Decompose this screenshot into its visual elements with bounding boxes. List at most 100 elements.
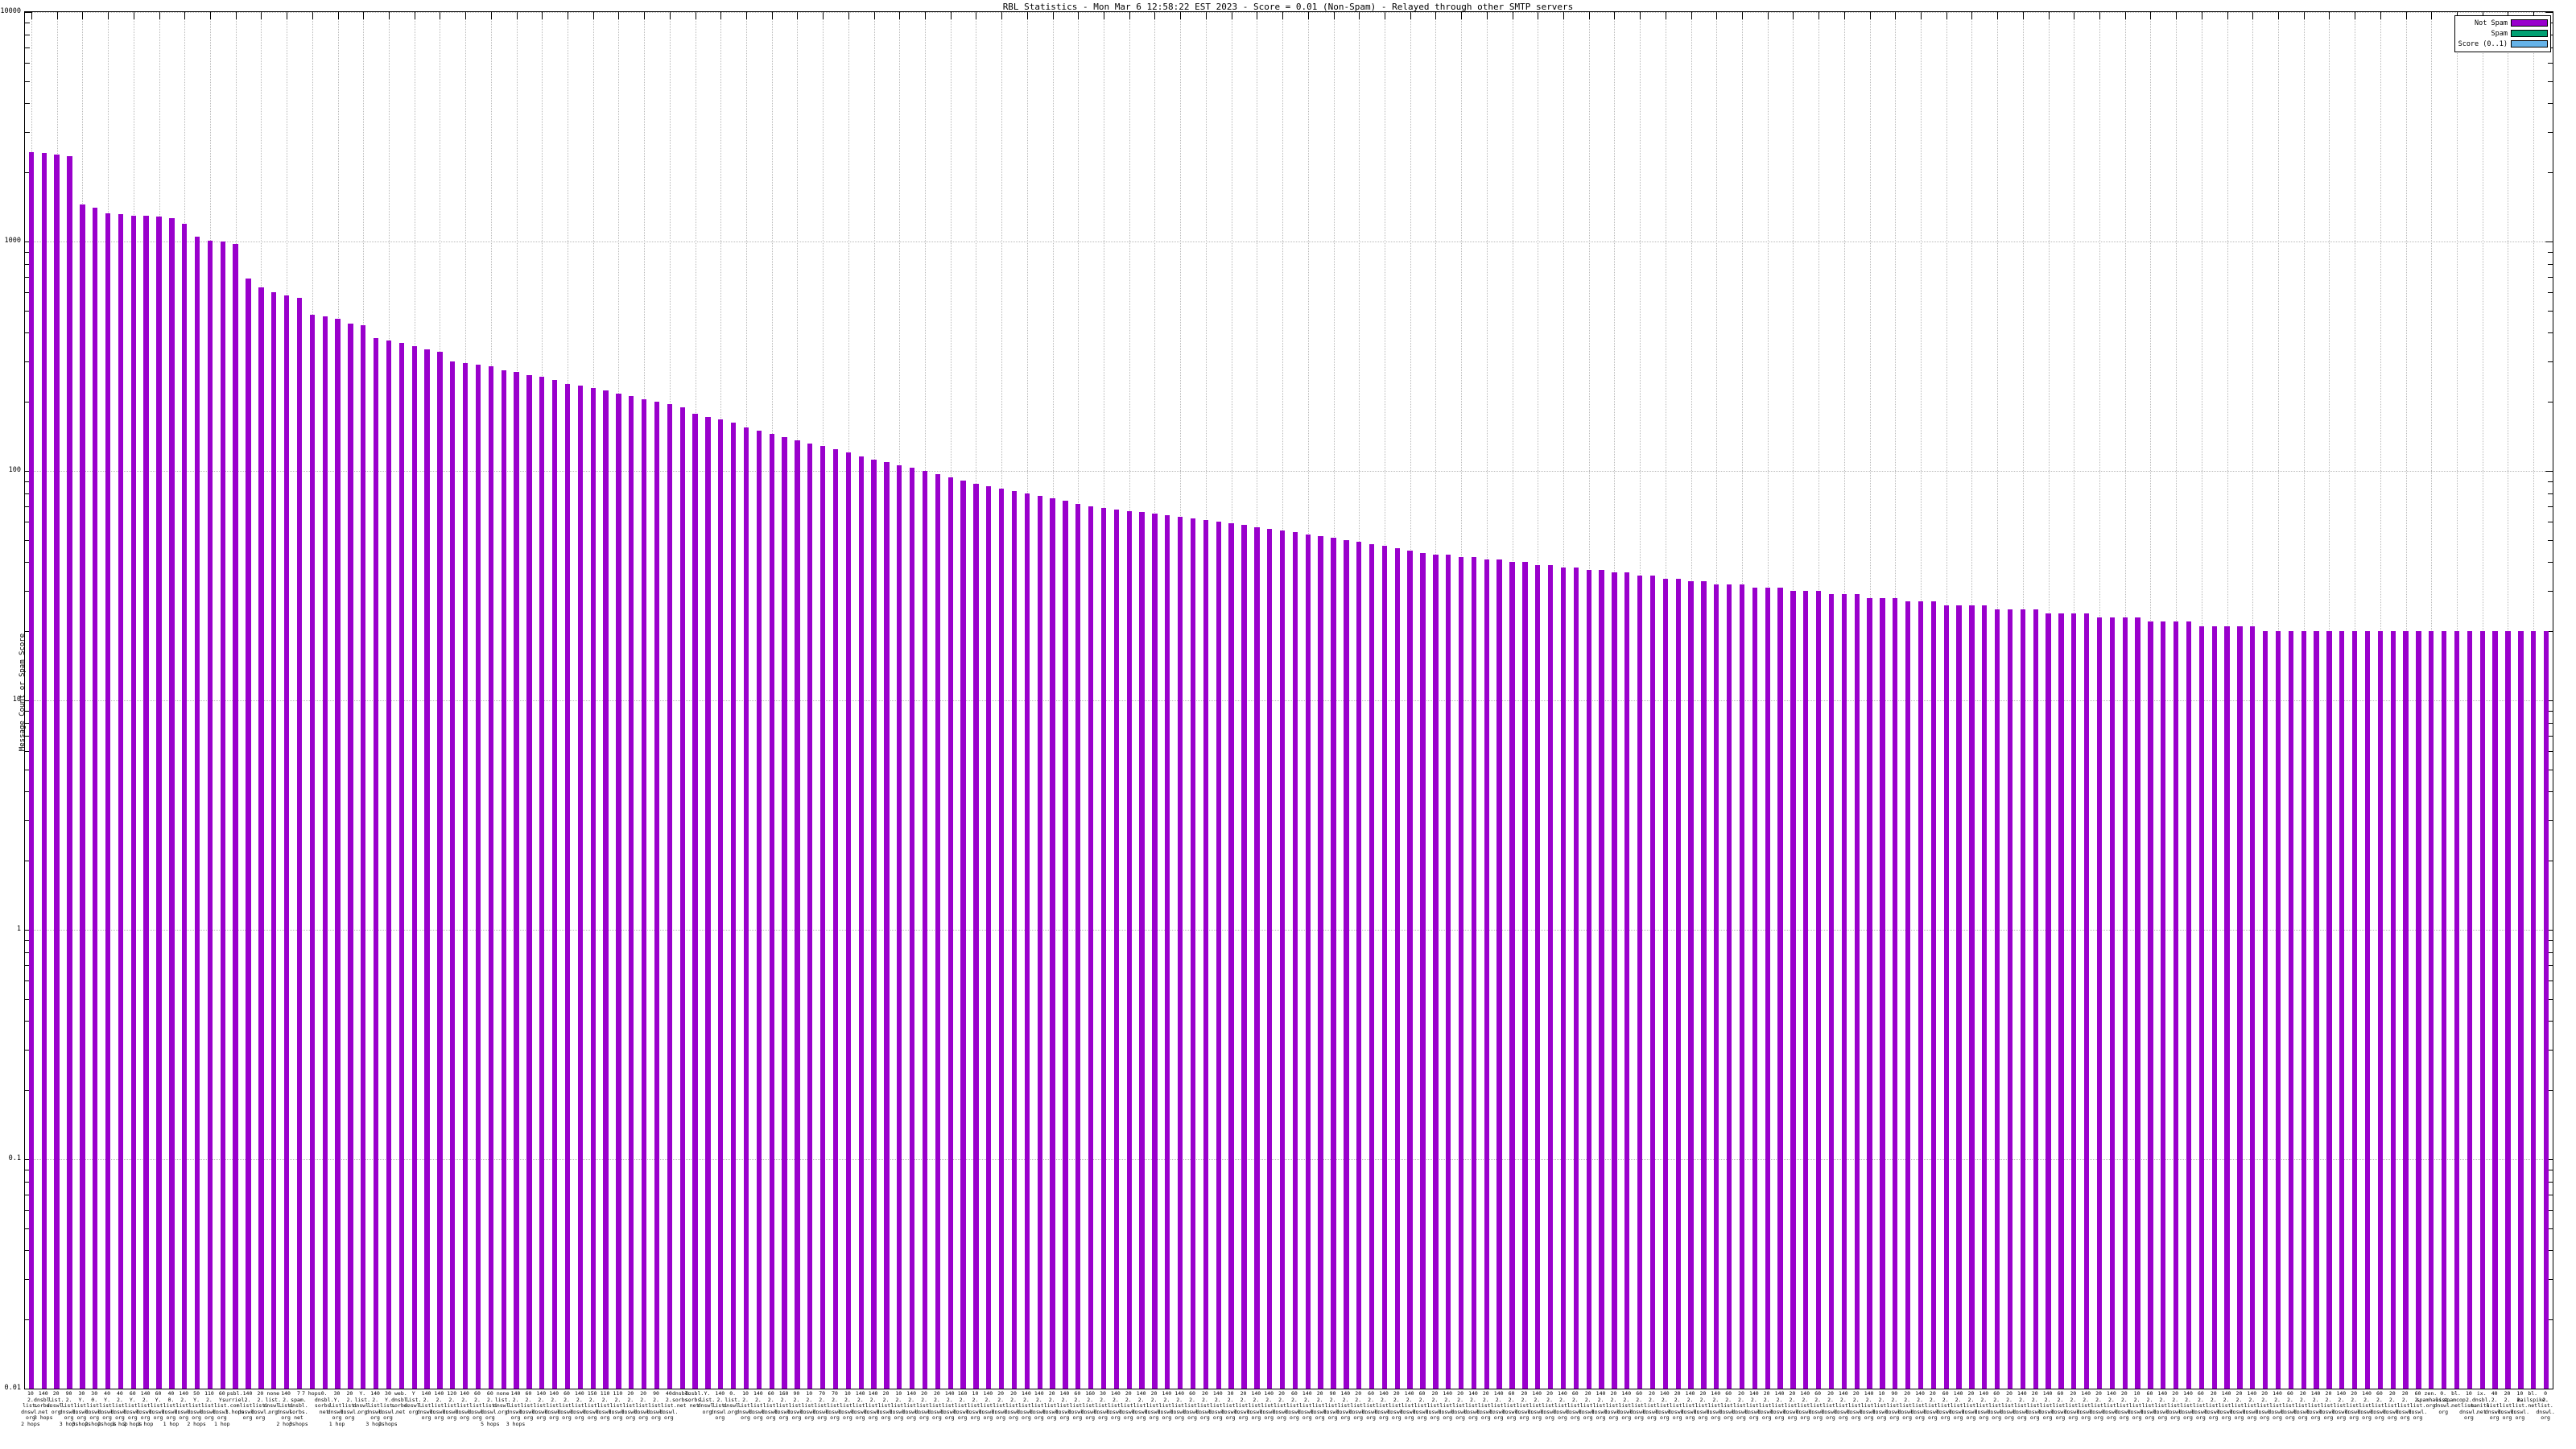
bar <box>986 485 992 1389</box>
bar <box>1535 564 1541 1389</box>
bar <box>1777 587 1783 1389</box>
bar <box>551 379 558 1389</box>
bar <box>2224 626 2230 1389</box>
x-tick-mark <box>925 12 926 19</box>
x-tick-mark <box>1154 12 1155 19</box>
x-tick-label: 20 2. list. dnswl. org <box>2395 1390 2415 1421</box>
x-tick-label: 20 2. list. dnswl. org <box>1604 1390 1624 1421</box>
bar <box>616 393 621 1389</box>
y-minor-tick <box>25 63 30 64</box>
x-tick-mark <box>797 12 798 19</box>
x-tick-label: 140 2. list. dnswl. org <box>1399 1390 1419 1421</box>
x-tick-mark <box>542 12 543 19</box>
x-tick-label: 140 2. list. dnswl. org <box>1655 1390 1674 1421</box>
bar <box>1165 515 1170 1389</box>
x-tick-label: 10 2. list. dnswl. org <box>889 1390 909 1421</box>
bar <box>2020 609 2026 1389</box>
bar <box>1407 550 1413 1389</box>
x-tick-label: 30 Y. list. dnswl. org 3 hops <box>72 1390 92 1427</box>
bar <box>1433 555 1439 1389</box>
x-tick-label: 20 2. list. dnswl. org <box>2165 1390 2185 1421</box>
x-tick-mark <box>1435 12 1436 19</box>
x-tick-mark <box>848 12 849 19</box>
y-minor-tick <box>2548 277 2553 279</box>
x-tick-label: 20 2. list. dnswl. org <box>2000 1390 2019 1421</box>
x-tick-mark <box>2252 12 2253 19</box>
x-tick-label: 90 2. list. dnswl. org <box>786 1390 807 1421</box>
x-tick-label: 140 2. list. dnswl. org <box>863 1390 883 1421</box>
y-minor-tick <box>25 751 30 753</box>
y-tick-label: 1 <box>16 925 21 933</box>
bar <box>1509 562 1515 1389</box>
x-tick-mark <box>2406 12 2407 19</box>
bar <box>947 477 953 1389</box>
x-tick-label: 7 hops <box>302 1390 321 1397</box>
x-tick-label: 10 2. list. dnswl. org <box>2459 1390 2479 1421</box>
y-minor-tick <box>2548 310 2553 312</box>
x-tick-label: 0. dnsbl. sorbs. net <box>314 1390 334 1415</box>
y-tick-mark <box>25 12 32 13</box>
bar <box>590 387 596 1389</box>
x-tick-mark <box>338 12 339 19</box>
x-tick-label: 20 2. list. dnswl. org <box>2063 1390 2083 1421</box>
bar <box>1100 507 1107 1389</box>
bar <box>1612 572 1617 1389</box>
bar <box>1599 570 1604 1389</box>
x-tick-label: 60 2. list. dnswl. org <box>2140 1390 2160 1421</box>
x-tick-label: 60 2. list. dnswl. org <box>2408 1390 2428 1421</box>
bar <box>1394 548 1400 1389</box>
bar <box>2046 613 2051 1389</box>
x-tick-mark <box>874 12 875 19</box>
x-tick-label: 140 2. list. dnswl. org <box>1795 1390 1814 1421</box>
bar <box>2390 631 2396 1389</box>
y-tick-mark <box>2545 700 2553 701</box>
bar <box>1560 567 1567 1389</box>
y-minor-tick <box>2548 980 2553 982</box>
y-minor-tick <box>2548 80 2553 82</box>
x-tick-label: 40 2. list. dnswl. org 1 hop <box>110 1390 130 1427</box>
x-tick-mark <box>2049 12 2050 19</box>
x-tick-label: 90 2. list. dnswl. org <box>646 1390 666 1421</box>
bar <box>1790 591 1796 1389</box>
bar <box>897 464 902 1389</box>
x-tick-label: web. dnsbl. sorbs. net <box>391 1390 411 1415</box>
bar <box>2007 609 2013 1389</box>
x-tick-label: 60 2. list. dnswl. org <box>1566 1390 1585 1421</box>
y-tick-mark <box>2545 930 2553 931</box>
x-tick-label: 150 2. list. dnswl. org <box>582 1390 602 1421</box>
x-tick-mark <box>1461 12 1462 19</box>
y-tick-mark <box>25 1159 32 1160</box>
x-tick-mark <box>184 12 185 19</box>
x-tick-label: 20 2. list. dnswl. org <box>1642 1390 1662 1421</box>
x-tick-mark <box>210 12 211 19</box>
x-tick-label: 70 2. list. dnswl. org <box>812 1390 832 1421</box>
y-minor-tick <box>25 791 30 793</box>
x-tick-label: 60 2. list. dnswl. org <box>2050 1390 2070 1421</box>
bar <box>718 419 724 1389</box>
bar <box>2174 621 2179 1389</box>
legend-swatch-spam <box>2511 30 2548 37</box>
x-tick-mark <box>1818 12 1819 19</box>
x-tick-label: 20 list. dnswl. org <box>46 1390 66 1415</box>
x-tick-label: 40 0. list. dnswl. org 1 hop <box>161 1390 181 1427</box>
bar <box>220 242 225 1389</box>
x-tick-label: 20 2. list. dnswl. org <box>1004 1390 1023 1421</box>
x-tick-label: 40 2. list. dnswl. org <box>2484 1390 2504 1421</box>
y-minor-tick <box>2548 751 2553 753</box>
x-tick-mark <box>593 12 594 19</box>
chart-title: RBL Statistics - Mon Mar 6 12:58:22 EST … <box>1002 2 1574 12</box>
x-tick-mark <box>720 12 721 19</box>
x-tick-mark <box>2023 12 2024 19</box>
x-tick-label: 140 2. list. dnswl. org <box>1208 1390 1228 1421</box>
x-tick-label: 140 2. list. dnswl. org <box>1030 1390 1049 1421</box>
bar <box>501 369 506 1389</box>
y-minor-tick <box>2548 631 2553 633</box>
bar <box>1522 562 1528 1389</box>
y-minor-tick <box>25 591 30 592</box>
x-tick-mark <box>2329 12 2330 19</box>
bar <box>807 443 813 1389</box>
x-tick-label: 110 2. list. dnswl. org <box>608 1390 628 1421</box>
y-minor-tick <box>2548 722 2553 724</box>
x-tick-label: 20 2. list. dnswl. org <box>2114 1390 2134 1421</box>
x-tick-label: 140 2. list. dnswl. org <box>978 1390 998 1421</box>
